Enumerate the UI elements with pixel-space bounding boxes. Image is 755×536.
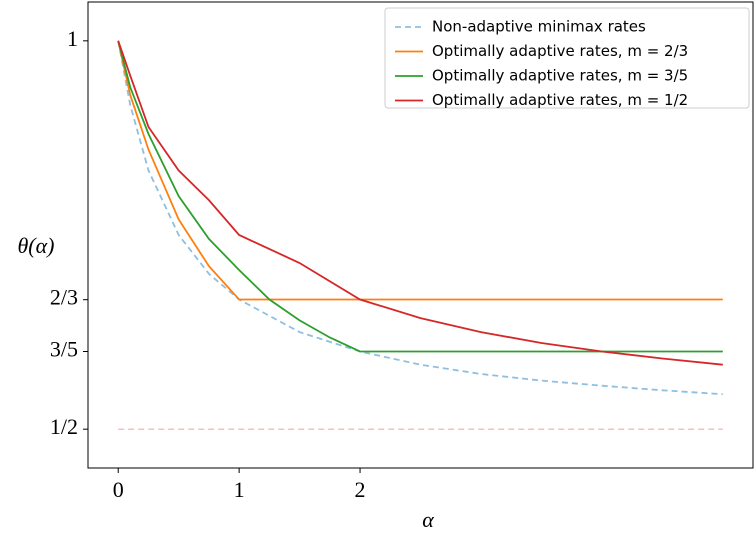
line-series (117, 40, 723, 396)
legend-label: Optimally adaptive rates, m = 2/3 (432, 42, 688, 60)
y-axis-label: θ(α) (17, 233, 54, 258)
line-series (117, 40, 723, 366)
x-tick-label: 2 (355, 477, 366, 502)
plot-frame (87, 1, 754, 469)
legend-label: Optimally adaptive rates, m = 1/2 (432, 91, 688, 109)
x-axis-label: α (422, 507, 434, 532)
y-tick-label: 1 (67, 26, 78, 51)
x-tick-label: 1 (234, 477, 245, 502)
legend-label: Non-adaptive minimax rates (432, 18, 646, 36)
y-tick-label: 2/3 (50, 285, 78, 310)
line-series (117, 40, 723, 353)
x-tick-label: 0 (113, 477, 124, 502)
line-series (117, 40, 723, 301)
legend-label: Optimally adaptive rates, m = 3/5 (432, 67, 688, 85)
y-tick-label: 3/5 (50, 337, 78, 362)
legend-box (384, 7, 750, 109)
y-tick-label: 1/2 (50, 414, 78, 439)
